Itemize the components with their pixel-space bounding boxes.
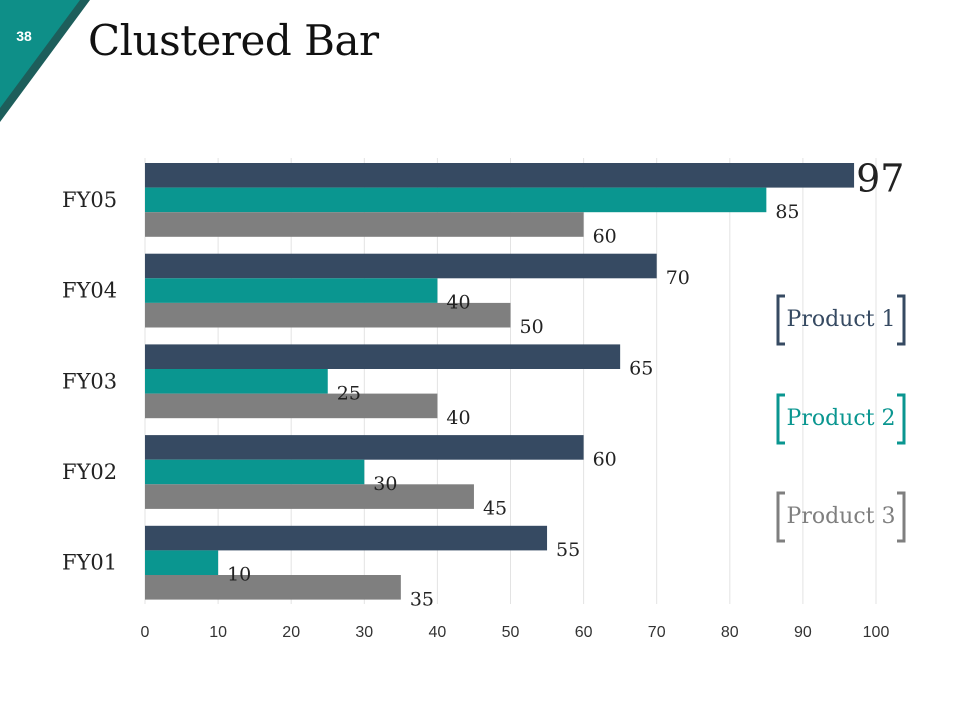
data-label: 40	[446, 292, 470, 314]
bar	[145, 253, 657, 279]
data-label: 40	[446, 407, 470, 429]
bars	[145, 163, 855, 600]
bar	[145, 484, 474, 509]
bar	[145, 187, 767, 213]
x-tick-label: 100	[863, 624, 890, 641]
legend-item-product-2: Product 2	[772, 392, 910, 446]
bracket-right	[897, 491, 906, 543]
bar	[145, 459, 365, 485]
category-labels: FY05 FY04 FY03 FY02 FY01	[62, 188, 117, 575]
bracket-left	[776, 393, 785, 445]
x-tick-label: 30	[355, 624, 373, 641]
bar	[145, 525, 548, 551]
bar	[145, 163, 855, 188]
x-tick-label: 90	[794, 624, 812, 641]
category-label: FY03	[62, 369, 117, 393]
category-label: FY05	[62, 188, 117, 212]
page-title: Clustered Bar	[88, 16, 379, 65]
data-label: 30	[373, 473, 397, 495]
data-label: 60	[593, 448, 617, 470]
bar	[145, 575, 401, 600]
data-label: 60	[593, 226, 617, 248]
bar	[145, 435, 584, 460]
data-label: 10	[227, 564, 251, 586]
data-label: 55	[556, 539, 580, 561]
bracket-left	[776, 294, 785, 346]
x-tick-label: 40	[429, 624, 447, 641]
legend-label: Product 2	[786, 406, 896, 431]
bar	[145, 302, 511, 328]
x-tick-label: 10	[209, 624, 227, 641]
bar	[145, 393, 438, 419]
bar	[145, 550, 219, 575]
x-tick-label: 0	[141, 624, 150, 641]
legend-item-product-3: Product 3	[772, 490, 910, 544]
category-label: FY02	[62, 460, 117, 484]
data-label: 85	[775, 201, 799, 223]
bar	[145, 212, 584, 237]
data-label: 45	[483, 498, 507, 520]
data-labels: 97 85 60 70 40 50 65 25 40 60 30 45 55 10 35	[227, 157, 904, 611]
bar	[145, 344, 621, 369]
category-label: FY04	[62, 279, 117, 303]
bar	[145, 278, 438, 303]
bar	[145, 369, 328, 394]
legend-label: Product 1	[786, 307, 896, 332]
category-label: FY01	[62, 551, 117, 575]
data-label: 50	[520, 316, 544, 338]
legend-bracket-icon	[776, 393, 906, 445]
x-tick-label: 60	[575, 624, 593, 641]
data-label: 35	[410, 588, 434, 610]
x-axis-ticks: 0 10 20 30 40 50 60 70 80 90 100	[141, 624, 890, 641]
slide-number: 38	[16, 28, 32, 44]
x-tick-label: 80	[721, 624, 739, 641]
data-label: 65	[629, 358, 653, 380]
x-tick-label: 20	[282, 624, 300, 641]
data-label: 97	[856, 157, 904, 201]
x-tick-label: 70	[648, 624, 666, 641]
legend-item-product-1: Product 1	[772, 293, 910, 347]
legend-bracket-icon	[776, 491, 906, 543]
bracket-right	[897, 294, 906, 346]
data-label: 70	[666, 267, 690, 289]
bracket-right	[897, 393, 906, 445]
legend-bracket-icon	[776, 294, 906, 346]
x-tick-label: 50	[502, 624, 520, 641]
legend-label: Product 3	[786, 504, 896, 529]
bracket-left	[776, 491, 785, 543]
data-label: 25	[337, 382, 361, 404]
slide-corner-banner	[0, 0, 90, 122]
